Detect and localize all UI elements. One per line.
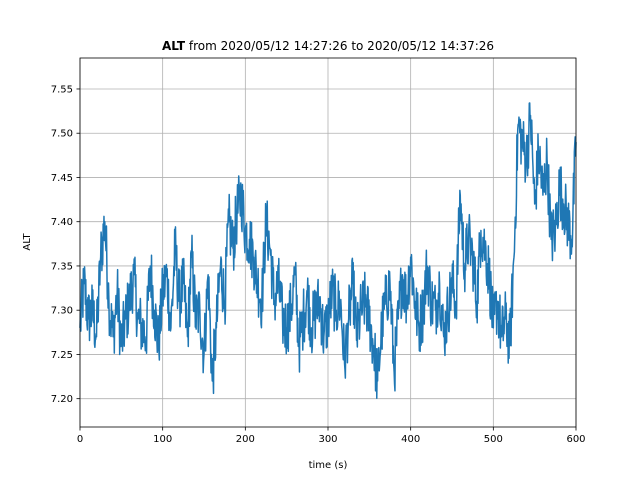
x-axis-ticks: 0 100 200 300 400 500 600 [77,427,586,445]
chart-title: ALT from 2020/05/12 14:27:26 to 2020/05/… [162,39,494,53]
y-axis-ticks: 7.20 7.25 7.30 7.35 7.40 7.45 7.50 7.55 [51,84,80,405]
x-tick-label: 600 [566,434,585,445]
series-line-alt [79,102,577,399]
x-tick-label: 500 [484,434,503,445]
y-tick-label: 7.25 [51,350,73,361]
grid-lines [79,58,577,427]
x-tick-label: 100 [153,434,172,445]
y-tick-label: 7.30 [51,306,73,317]
y-tick-label: 7.45 [51,173,73,184]
chart-title-bold: ALT [162,39,186,53]
x-axis-label: time (s) [309,460,348,471]
y-tick-label: 7.55 [51,84,73,95]
y-axis-label: ALT [22,233,33,251]
x-tick-label: 200 [236,434,255,445]
y-tick-label: 7.20 [51,394,73,405]
y-tick-label: 7.50 [51,129,73,140]
x-tick-label: 300 [318,434,337,445]
x-tick-label: 400 [401,434,420,445]
chart-title-rest: from 2020/05/12 14:27:26 to 2020/05/12 1… [185,39,494,53]
y-tick-label: 7.40 [51,217,73,228]
x-tick-label: 0 [77,434,83,445]
y-tick-label: 7.35 [51,261,73,272]
